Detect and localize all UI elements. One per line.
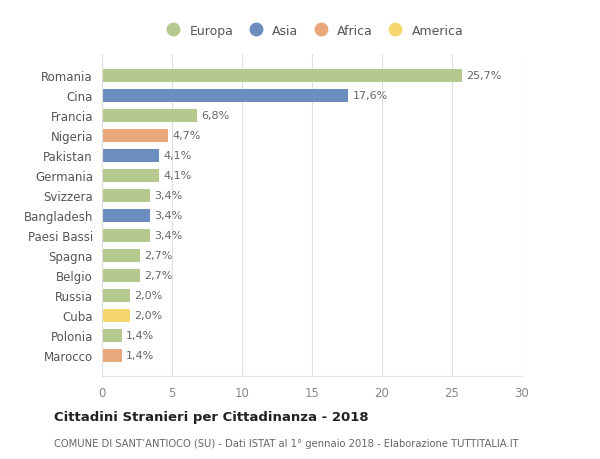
Text: 2,7%: 2,7% [144, 270, 172, 280]
Text: COMUNE DI SANT’ANTIOCO (SU) - Dati ISTAT al 1° gennaio 2018 - Elaborazione TUTTI: COMUNE DI SANT’ANTIOCO (SU) - Dati ISTAT… [54, 438, 518, 448]
Legend: Europa, Asia, Africa, America: Europa, Asia, Africa, America [155, 20, 469, 43]
Bar [102, 110, 197, 123]
Bar [102, 70, 462, 83]
Text: Cittadini Stranieri per Cittadinanza - 2018: Cittadini Stranieri per Cittadinanza - 2… [54, 410, 368, 423]
Bar [102, 269, 140, 282]
Text: 4,1%: 4,1% [164, 151, 192, 161]
Bar [102, 229, 149, 242]
Text: 6,8%: 6,8% [202, 111, 230, 121]
Text: 1,4%: 1,4% [126, 330, 154, 340]
Text: 2,0%: 2,0% [134, 291, 163, 301]
Bar [102, 150, 160, 162]
Text: 3,4%: 3,4% [154, 191, 182, 201]
Text: 2,7%: 2,7% [144, 251, 172, 261]
Bar [102, 309, 130, 322]
Text: 3,4%: 3,4% [154, 231, 182, 241]
Bar [102, 169, 160, 182]
Bar [102, 129, 168, 142]
Bar [102, 189, 149, 202]
Text: 1,4%: 1,4% [126, 350, 154, 360]
Text: 17,6%: 17,6% [353, 91, 388, 101]
Bar [102, 90, 349, 102]
Text: 25,7%: 25,7% [466, 71, 502, 81]
Text: 2,0%: 2,0% [134, 310, 163, 320]
Text: 4,1%: 4,1% [164, 171, 192, 181]
Bar [102, 209, 149, 222]
Text: 4,7%: 4,7% [172, 131, 200, 141]
Text: 3,4%: 3,4% [154, 211, 182, 221]
Bar [102, 349, 122, 362]
Bar [102, 329, 122, 342]
Bar [102, 249, 140, 262]
Bar [102, 289, 130, 302]
